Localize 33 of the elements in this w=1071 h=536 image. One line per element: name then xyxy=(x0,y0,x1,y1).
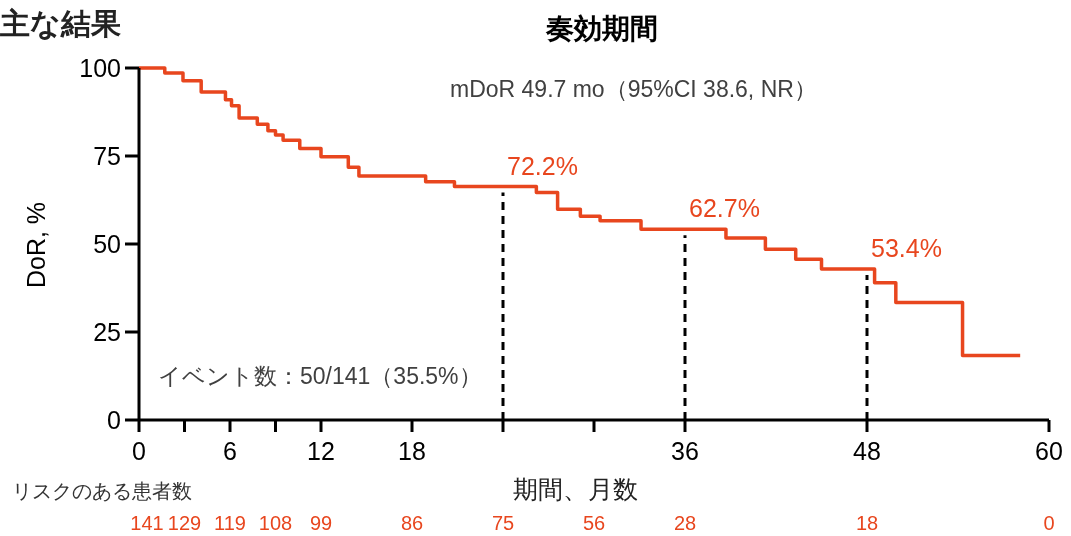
x-tick-label: 12 xyxy=(307,437,335,465)
x-tick-label: 0 xyxy=(132,437,146,465)
text: 86 xyxy=(400,512,424,534)
text: 28 xyxy=(673,512,697,534)
text: 141 xyxy=(130,512,164,534)
annotation: 53.4% xyxy=(871,233,942,262)
annotation: mDoR 49.7 mo（95%CI 38.6, NR） xyxy=(450,76,817,102)
x-tick-label: 60 xyxy=(1035,437,1063,465)
x-tick-label: 36 xyxy=(671,437,699,465)
x-tick-label: 18 xyxy=(398,437,426,465)
text: 56 xyxy=(582,512,606,534)
text: 99 xyxy=(309,512,333,534)
y-tick-label: 0 xyxy=(107,406,121,434)
y-tick-label: 25 xyxy=(93,318,121,346)
annotation: イベント数：50/141（35.5%） xyxy=(158,363,482,389)
y-tick-label: 100 xyxy=(79,54,121,82)
y-tick-label: 50 xyxy=(93,230,121,258)
text: 18 xyxy=(855,512,879,534)
text: 119 xyxy=(214,512,246,534)
annotation: 62.7% xyxy=(689,194,760,223)
text: 75 xyxy=(491,512,515,534)
text: 129 xyxy=(167,512,202,534)
text: 主な結果 xyxy=(0,7,121,40)
y-axis-title: DoR, % xyxy=(22,201,50,289)
text: 0 xyxy=(1043,512,1055,534)
chart-title: 奏効期間 xyxy=(545,13,658,44)
x-tick-label: 48 xyxy=(853,437,881,465)
x-tick-label: 6 xyxy=(223,437,237,465)
x-axis-title: 期間、月数 xyxy=(512,475,638,503)
text: 108 xyxy=(258,512,293,534)
text: リスクのある患者数 xyxy=(12,480,192,502)
y-tick-label: 75 xyxy=(93,142,121,170)
annotation: 72.2% xyxy=(507,151,578,180)
